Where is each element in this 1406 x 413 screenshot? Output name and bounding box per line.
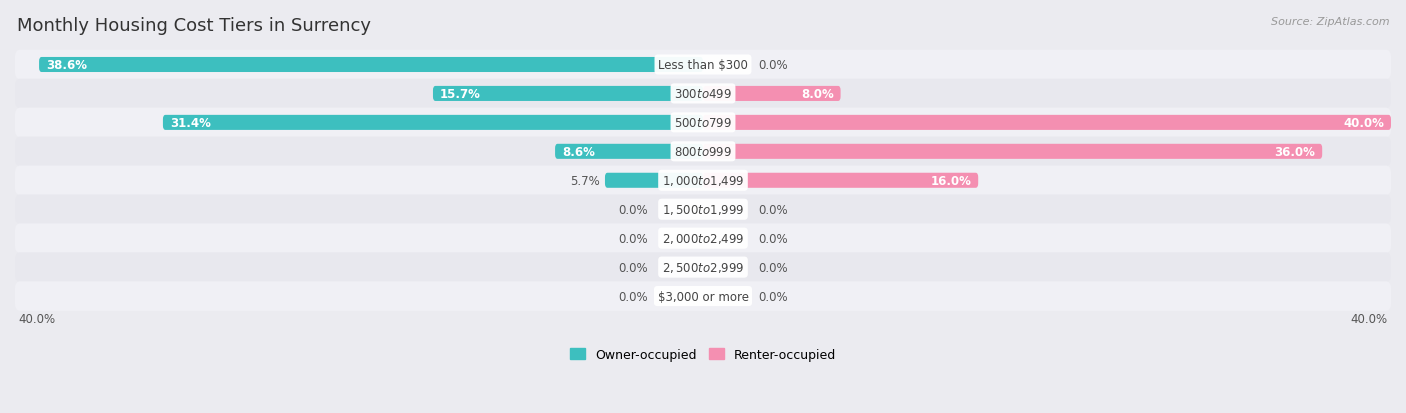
Text: $1,500 to $1,999: $1,500 to $1,999 <box>662 203 744 217</box>
Text: 16.0%: 16.0% <box>931 174 972 188</box>
FancyBboxPatch shape <box>39 58 703 73</box>
Text: $2,500 to $2,999: $2,500 to $2,999 <box>662 261 744 275</box>
Text: Less than $300: Less than $300 <box>658 59 748 72</box>
Text: 0.0%: 0.0% <box>758 232 787 245</box>
FancyBboxPatch shape <box>15 79 1391 109</box>
Text: $2,000 to $2,499: $2,000 to $2,499 <box>662 232 744 246</box>
Legend: Owner-occupied, Renter-occupied: Owner-occupied, Renter-occupied <box>565 343 841 366</box>
Text: $1,000 to $1,499: $1,000 to $1,499 <box>662 174 744 188</box>
Text: 0.0%: 0.0% <box>619 232 648 245</box>
Text: 40.0%: 40.0% <box>1343 116 1384 130</box>
Text: 31.4%: 31.4% <box>170 116 211 130</box>
Text: 0.0%: 0.0% <box>758 261 787 274</box>
FancyBboxPatch shape <box>15 253 1391 282</box>
FancyBboxPatch shape <box>15 195 1391 224</box>
Text: 38.6%: 38.6% <box>46 59 87 72</box>
Text: $3,000 or more: $3,000 or more <box>658 290 748 303</box>
FancyBboxPatch shape <box>15 224 1391 253</box>
Text: 0.0%: 0.0% <box>619 290 648 303</box>
FancyBboxPatch shape <box>703 173 979 188</box>
Text: $300 to $499: $300 to $499 <box>673 88 733 101</box>
Text: 5.7%: 5.7% <box>569 174 600 188</box>
FancyBboxPatch shape <box>15 137 1391 167</box>
FancyBboxPatch shape <box>555 145 703 159</box>
Text: 0.0%: 0.0% <box>619 261 648 274</box>
FancyBboxPatch shape <box>15 108 1391 138</box>
Text: 8.6%: 8.6% <box>562 145 595 159</box>
FancyBboxPatch shape <box>163 116 703 131</box>
FancyBboxPatch shape <box>703 116 1391 131</box>
FancyBboxPatch shape <box>15 166 1391 196</box>
Text: 0.0%: 0.0% <box>758 203 787 216</box>
Text: 36.0%: 36.0% <box>1274 145 1316 159</box>
FancyBboxPatch shape <box>605 173 703 188</box>
FancyBboxPatch shape <box>15 51 1391 80</box>
Text: 15.7%: 15.7% <box>440 88 481 101</box>
Text: 0.0%: 0.0% <box>619 203 648 216</box>
FancyBboxPatch shape <box>15 282 1391 311</box>
Text: $800 to $999: $800 to $999 <box>673 145 733 159</box>
FancyBboxPatch shape <box>703 145 1322 159</box>
FancyBboxPatch shape <box>433 87 703 102</box>
Text: 8.0%: 8.0% <box>801 88 834 101</box>
Text: 0.0%: 0.0% <box>758 290 787 303</box>
Text: 40.0%: 40.0% <box>18 312 56 325</box>
Text: 40.0%: 40.0% <box>1350 312 1388 325</box>
Text: Monthly Housing Cost Tiers in Surrency: Monthly Housing Cost Tiers in Surrency <box>17 17 371 34</box>
Text: $500 to $799: $500 to $799 <box>673 116 733 130</box>
FancyBboxPatch shape <box>703 87 841 102</box>
Text: Source: ZipAtlas.com: Source: ZipAtlas.com <box>1271 17 1389 26</box>
Text: 0.0%: 0.0% <box>758 59 787 72</box>
